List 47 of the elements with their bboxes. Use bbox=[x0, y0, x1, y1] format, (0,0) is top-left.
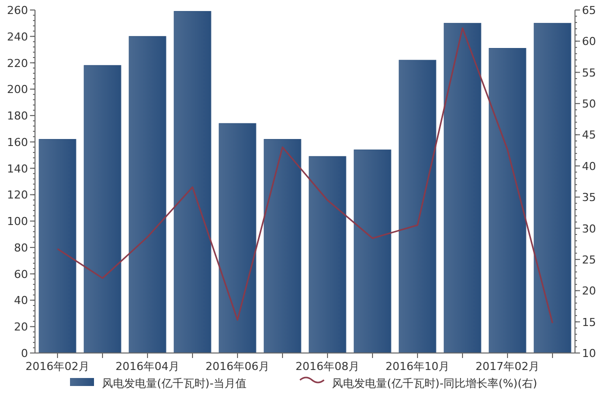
y2-tick-label: 10 bbox=[582, 347, 596, 360]
y2-tick-label: 15 bbox=[582, 316, 596, 329]
bar bbox=[308, 156, 346, 354]
bar bbox=[398, 60, 436, 354]
bar bbox=[488, 48, 526, 354]
bar bbox=[444, 22, 482, 354]
bar bbox=[84, 65, 122, 354]
y-tick-label: 120 bbox=[7, 188, 28, 202]
y2-tick-label: 30 bbox=[582, 222, 596, 236]
x-tick-label: 2016年04月 bbox=[116, 360, 180, 373]
bar bbox=[38, 139, 76, 354]
x-tick-label: 2016年10月 bbox=[386, 360, 450, 373]
bar bbox=[218, 123, 256, 354]
y2-tick-label: 65 bbox=[582, 4, 596, 17]
y-tick-label: 140 bbox=[7, 162, 28, 176]
y-tick-label: 60 bbox=[14, 268, 28, 281]
bar bbox=[264, 139, 302, 354]
y-tick-label: 180 bbox=[7, 110, 28, 123]
x-tick-label: 2016年08月 bbox=[296, 360, 360, 373]
line-series bbox=[56, 27, 554, 324]
bar bbox=[128, 36, 166, 354]
bar bbox=[354, 150, 392, 354]
y-tick-label: 200 bbox=[7, 83, 28, 96]
y2-tick-label: 50 bbox=[582, 98, 596, 111]
x-tick-label: 2016年02月 bbox=[26, 360, 90, 373]
legend-label: 风电发电量(亿千瓦时)-当月值 bbox=[102, 377, 247, 390]
y-tick-label: 260 bbox=[7, 4, 28, 17]
x-tick-label: 2016年06月 bbox=[206, 360, 270, 373]
y-tick-label: 40 bbox=[14, 294, 28, 308]
y2-tick-label: 55 bbox=[582, 66, 596, 80]
legend-label: 风电发电量(亿千瓦时)-同比增长率(%)(右) bbox=[332, 377, 538, 390]
y-tick-label: 220 bbox=[7, 56, 28, 70]
y-tick-label: 20 bbox=[14, 320, 28, 334]
y2-tick-label: 45 bbox=[582, 128, 596, 142]
y2-tick-label: 25 bbox=[582, 253, 596, 266]
y-tick-label: 80 bbox=[14, 241, 28, 254]
bar bbox=[174, 11, 212, 354]
y-tick-label: 0 bbox=[21, 347, 28, 360]
y2-tick-label: 60 bbox=[582, 35, 596, 48]
y-tick-label: 160 bbox=[7, 136, 28, 149]
bar bbox=[534, 22, 572, 354]
y2-tick-label: 20 bbox=[582, 284, 596, 298]
y2-tick-label: 40 bbox=[582, 160, 596, 173]
x-tick-label: 2017年02月 bbox=[476, 360, 540, 373]
y-tick-label: 100 bbox=[7, 215, 28, 228]
y2-tick-label: 35 bbox=[582, 191, 596, 204]
y-tick-label: 240 bbox=[7, 30, 28, 44]
